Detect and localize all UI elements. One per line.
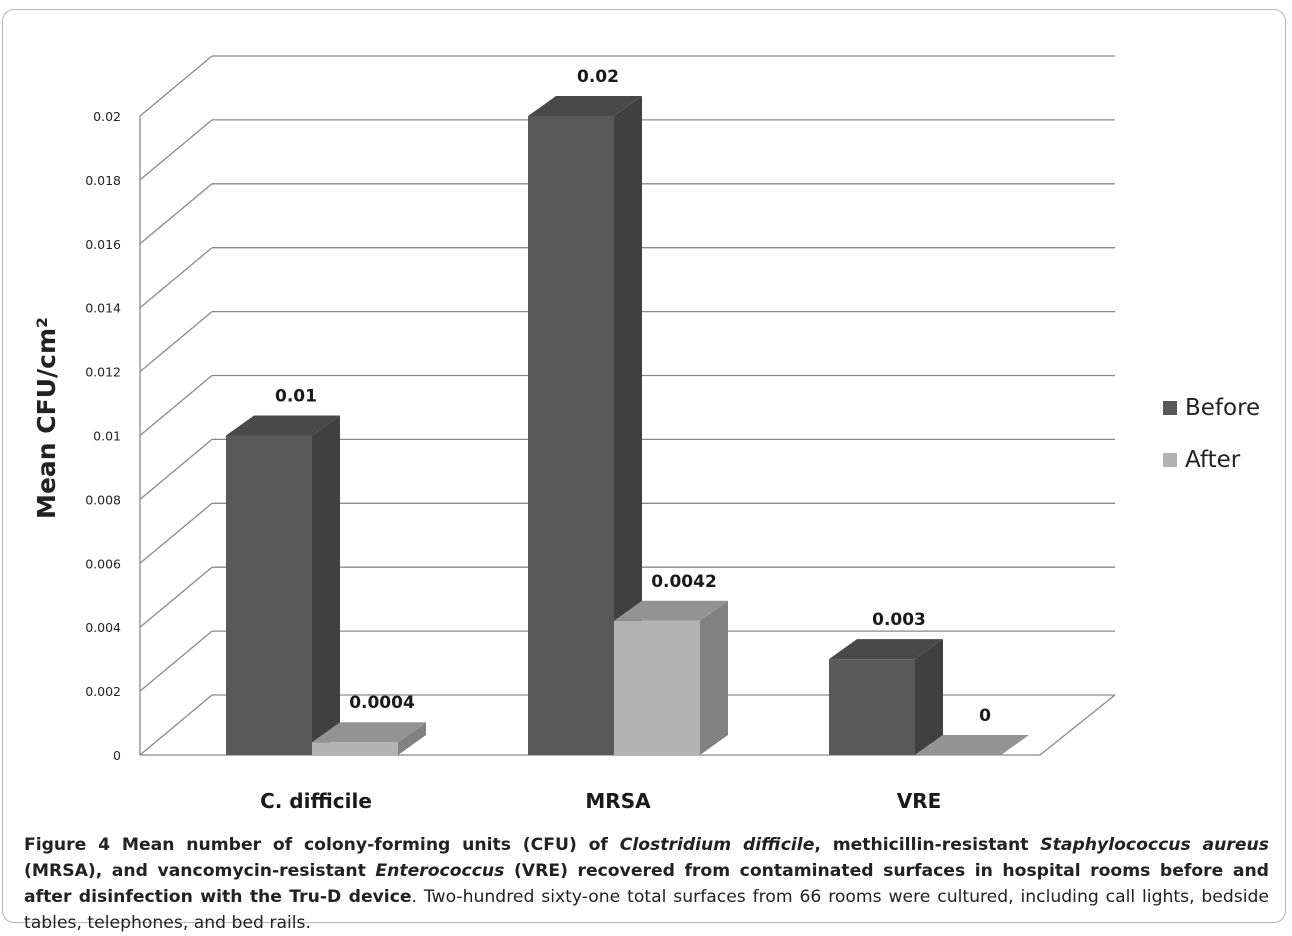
data-label: 0.0042 [651, 572, 717, 592]
y-tick-label: 0.02 [93, 109, 121, 124]
bar-before-side [312, 415, 340, 755]
data-label: 0.02 [577, 67, 619, 87]
y-tick-label: 0.012 [85, 365, 121, 380]
data-label: 0.003 [872, 610, 926, 630]
gridline-side [139, 502, 213, 564]
floor-right-edge [1039, 694, 1116, 756]
y-tick-label: 0.004 [85, 620, 121, 635]
figure-frame [2, 9, 1286, 923]
category-label: C. difficile [260, 789, 372, 813]
bar-after-side [700, 600, 728, 755]
figure-caption: Figure 4 Mean number of colony-forming u… [24, 835, 1269, 933]
data-label: 0 [979, 706, 991, 726]
bar-after-top [312, 722, 426, 743]
bar-before-side [915, 639, 943, 755]
bar-before-front [226, 435, 312, 755]
bar-after-side [398, 722, 426, 755]
gridline-side [139, 119, 213, 181]
gridline-side [139, 375, 213, 436]
y-tick-label: 0.006 [85, 556, 121, 571]
category-label: MRSA [585, 789, 651, 813]
caption-text: . Two-hundred sixty-one total surfaces f… [24, 887, 1269, 933]
gridline-side [139, 311, 213, 373]
legend-label-before: Before [1185, 395, 1260, 421]
y-tick-label: 0 [113, 748, 121, 763]
gridline-side [139, 630, 213, 692]
gridline-side [139, 694, 213, 756]
bar-chart: 0 0.002 0.004 0.006 0.008 0.01 0.012 0.014 0.016… [32, 55, 1260, 813]
bar-after-top [915, 735, 1029, 755]
gridline-side [139, 247, 213, 309]
gridline-side [139, 438, 213, 500]
caption-label: Figure 4 [24, 835, 111, 855]
bar-before-top [528, 96, 642, 116]
gridline-side [139, 566, 213, 628]
bar-after-front [312, 742, 398, 755]
bar-before-front [528, 116, 614, 755]
bar-before-top [829, 639, 943, 660]
y-axis-title: Mean CFU/cm² [32, 317, 61, 519]
gridline-side [139, 183, 213, 245]
legend-swatch-after [1163, 453, 1177, 467]
data-label: 0.01 [275, 387, 317, 407]
y-tick-label: 0.018 [85, 173, 121, 188]
bar-after-top [614, 600, 728, 621]
bar-after-front [614, 620, 700, 755]
y-tick-label: 0.01 [93, 429, 121, 444]
data-label: 0.0004 [349, 693, 415, 713]
legend-swatch-before [1163, 401, 1177, 415]
bar-before-side [614, 96, 642, 755]
gridline-side [139, 55, 213, 117]
y-tick-label: 0.008 [85, 492, 121, 507]
bar-before-top [226, 415, 340, 436]
y-tick-label: 0.014 [85, 301, 121, 316]
category-label: VRE [897, 789, 942, 813]
legend-label-after: After [1185, 447, 1241, 473]
y-tick-label: 0.002 [85, 684, 121, 699]
bar-before-front [829, 659, 915, 755]
y-tick-label: 0.016 [85, 237, 121, 252]
